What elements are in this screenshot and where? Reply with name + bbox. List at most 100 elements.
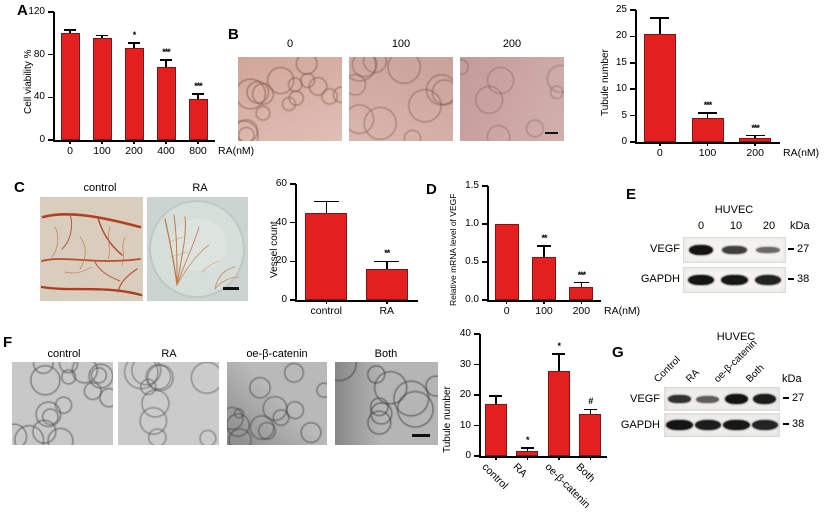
y-axis bbox=[295, 184, 297, 300]
error-bar bbox=[197, 94, 199, 100]
significance-mark: *** bbox=[703, 99, 713, 110]
panel-c-image-label-control: control bbox=[83, 182, 117, 194]
x-axis-suffix: RA(nM) bbox=[783, 147, 820, 159]
panel-b-image-label-0: 0 bbox=[286, 38, 294, 50]
cam-vessel-image-control bbox=[40, 197, 143, 301]
error-bar bbox=[580, 282, 583, 288]
x-tick bbox=[706, 142, 709, 146]
x-tick bbox=[505, 300, 508, 304]
error-bar bbox=[558, 353, 560, 371]
protein-band bbox=[755, 275, 782, 285]
x-tick-label: 100 bbox=[535, 305, 553, 317]
bar bbox=[188, 99, 208, 140]
panel-e-lane-20: 20 bbox=[762, 220, 776, 232]
error-bar-cap bbox=[697, 112, 718, 114]
y-tick bbox=[482, 223, 488, 225]
y-tick bbox=[474, 424, 480, 427]
vessel-paths bbox=[164, 214, 240, 290]
panel-g-kda-label: kDa bbox=[782, 373, 802, 385]
scale-bar bbox=[412, 434, 430, 437]
panel-g-blot-header: HUVEC bbox=[716, 331, 756, 343]
panel-b-image-label-200: 200 bbox=[502, 38, 522, 50]
error-bar-cap bbox=[374, 260, 400, 263]
x-tick bbox=[165, 140, 167, 144]
y-axis bbox=[635, 10, 637, 142]
y-tick bbox=[48, 96, 54, 99]
y-axis-title: Relative mRNA level of VEGF bbox=[448, 193, 458, 307]
panel-e-row-vegf-label: VEGF bbox=[650, 243, 680, 255]
significance-mark: *** bbox=[577, 269, 587, 280]
bar bbox=[579, 413, 602, 456]
x-tick bbox=[754, 142, 756, 146]
panel-e-gapdh-marker: 38 bbox=[788, 273, 809, 285]
tube-image-both bbox=[335, 362, 438, 445]
y-tick bbox=[630, 141, 636, 143]
y-tick bbox=[290, 221, 296, 224]
protein-band bbox=[696, 395, 720, 403]
panel-b-image-label-100: 100 bbox=[391, 38, 411, 50]
y-tick-label: 20 bbox=[615, 30, 627, 42]
error-bar-cap bbox=[552, 353, 566, 355]
x-tick bbox=[325, 300, 327, 304]
y-tick-label: 1.0 bbox=[465, 218, 479, 229]
error-bar bbox=[589, 409, 591, 414]
x-tick-label: 800 bbox=[189, 145, 207, 157]
y-tick bbox=[482, 261, 488, 263]
x-tick-label: 200 bbox=[125, 145, 143, 157]
panel-g-lane-control: Control bbox=[652, 354, 683, 385]
y-tick bbox=[474, 394, 480, 396]
y-tick-label: 0.0 bbox=[465, 294, 479, 305]
y-axis-title: Tubule number bbox=[442, 386, 453, 454]
scale-bar bbox=[545, 131, 558, 134]
x-tick bbox=[386, 300, 388, 304]
panel-g-gapdh-marker: 38 bbox=[783, 418, 804, 430]
panel-e-row-gapdh-label: GAPDH bbox=[640, 273, 680, 285]
error-bar-cap bbox=[520, 447, 534, 449]
error-bar-cap bbox=[536, 245, 552, 247]
panel-e-vegf-marker: 27 bbox=[788, 243, 809, 255]
vessel-paths bbox=[40, 212, 143, 297]
y-tick bbox=[630, 9, 636, 11]
y-tick bbox=[630, 35, 636, 38]
bar bbox=[691, 118, 724, 142]
y-tick bbox=[482, 185, 488, 187]
y-tick bbox=[48, 11, 54, 13]
x-tick-label: 0 bbox=[503, 305, 510, 317]
y-tick bbox=[290, 260, 296, 263]
significance-mark: * bbox=[557, 340, 561, 351]
error-bar bbox=[165, 60, 167, 68]
x-tick bbox=[69, 140, 71, 144]
panel-c-image-label-ra: RA bbox=[192, 182, 208, 194]
tube-image-ra bbox=[118, 362, 219, 445]
error-bar-cap bbox=[489, 395, 503, 397]
x-tick bbox=[659, 142, 661, 146]
x-tick-label: 100 bbox=[93, 145, 111, 157]
bar bbox=[484, 404, 507, 456]
protein-band bbox=[694, 420, 721, 430]
bar bbox=[643, 33, 676, 142]
x-tick-label: 200 bbox=[572, 305, 591, 317]
bar bbox=[516, 450, 539, 456]
y-tick-label: 1.5 bbox=[465, 180, 479, 191]
y-tick bbox=[48, 139, 54, 141]
x-tick-label: 100 bbox=[698, 147, 717, 159]
y-tick bbox=[48, 53, 54, 56]
y-tick-label: 40 bbox=[459, 328, 471, 339]
significance-mark: * bbox=[132, 29, 137, 40]
panel-f-image-label-oe-b-catenin: oe-β-catenin bbox=[246, 348, 308, 360]
panel-c-label: C bbox=[14, 179, 25, 196]
panel-f-image-label-ra: RA bbox=[161, 348, 177, 360]
error-bar bbox=[69, 30, 71, 34]
panel-g-gapdh-blot bbox=[664, 413, 780, 437]
protein-band bbox=[751, 420, 778, 430]
panel-f-image-label-both: Both bbox=[374, 348, 398, 360]
bar bbox=[569, 287, 594, 300]
x-tick bbox=[580, 300, 583, 304]
error-bar-cap bbox=[574, 281, 589, 284]
y-tick-label: 40 bbox=[33, 91, 45, 103]
bar bbox=[532, 257, 556, 300]
panel-f-label: F bbox=[3, 334, 13, 351]
error-bar bbox=[659, 17, 661, 34]
panel-g-vegf-blot bbox=[664, 387, 780, 411]
y-tick bbox=[482, 299, 488, 301]
